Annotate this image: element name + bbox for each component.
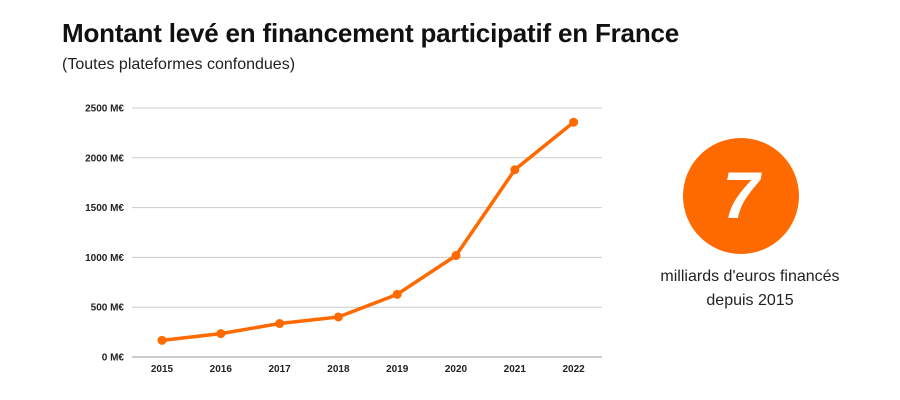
x-tick-label: 2017	[268, 364, 291, 375]
data-point	[275, 319, 285, 329]
y-tick-label: 1500 M€	[85, 203, 124, 214]
data-point	[392, 289, 402, 299]
y-tick-label: 0 M€	[102, 353, 125, 364]
stat-value: 7	[722, 158, 760, 232]
stat-caption-line1: milliards d'euros financés	[660, 268, 840, 285]
data-point	[569, 117, 579, 127]
x-tick-label: 2020	[445, 364, 468, 375]
y-tick-label: 500 M€	[91, 303, 125, 314]
x-tick-label: 2022	[562, 364, 585, 375]
x-tick-label: 2015	[151, 364, 174, 375]
y-tick-label: 1000 M€	[85, 253, 124, 264]
x-tick-label: 2016	[210, 364, 233, 375]
chart-title: Montant levé en financement participatif…	[62, 18, 680, 48]
data-point	[510, 165, 520, 175]
x-tick-label: 2021	[504, 364, 527, 375]
chart-subtitle: (Toutes plateformes confondues)	[62, 56, 296, 73]
stat-badge: 7	[683, 138, 799, 254]
stat-caption-line2: depuis 2015	[706, 292, 794, 309]
data-point	[216, 329, 226, 339]
y-tick-label: 2000 M€	[85, 153, 124, 164]
data-point	[333, 312, 343, 322]
data-point	[157, 335, 167, 345]
stat-caption: milliards d'euros financés depuis 2015	[630, 265, 870, 313]
data-point	[451, 251, 461, 261]
x-tick-label: 2018	[327, 364, 350, 375]
series-line	[160, 120, 576, 343]
x-tick-label: 2019	[386, 364, 409, 375]
y-tick-label: 2500 M€	[85, 104, 124, 115]
